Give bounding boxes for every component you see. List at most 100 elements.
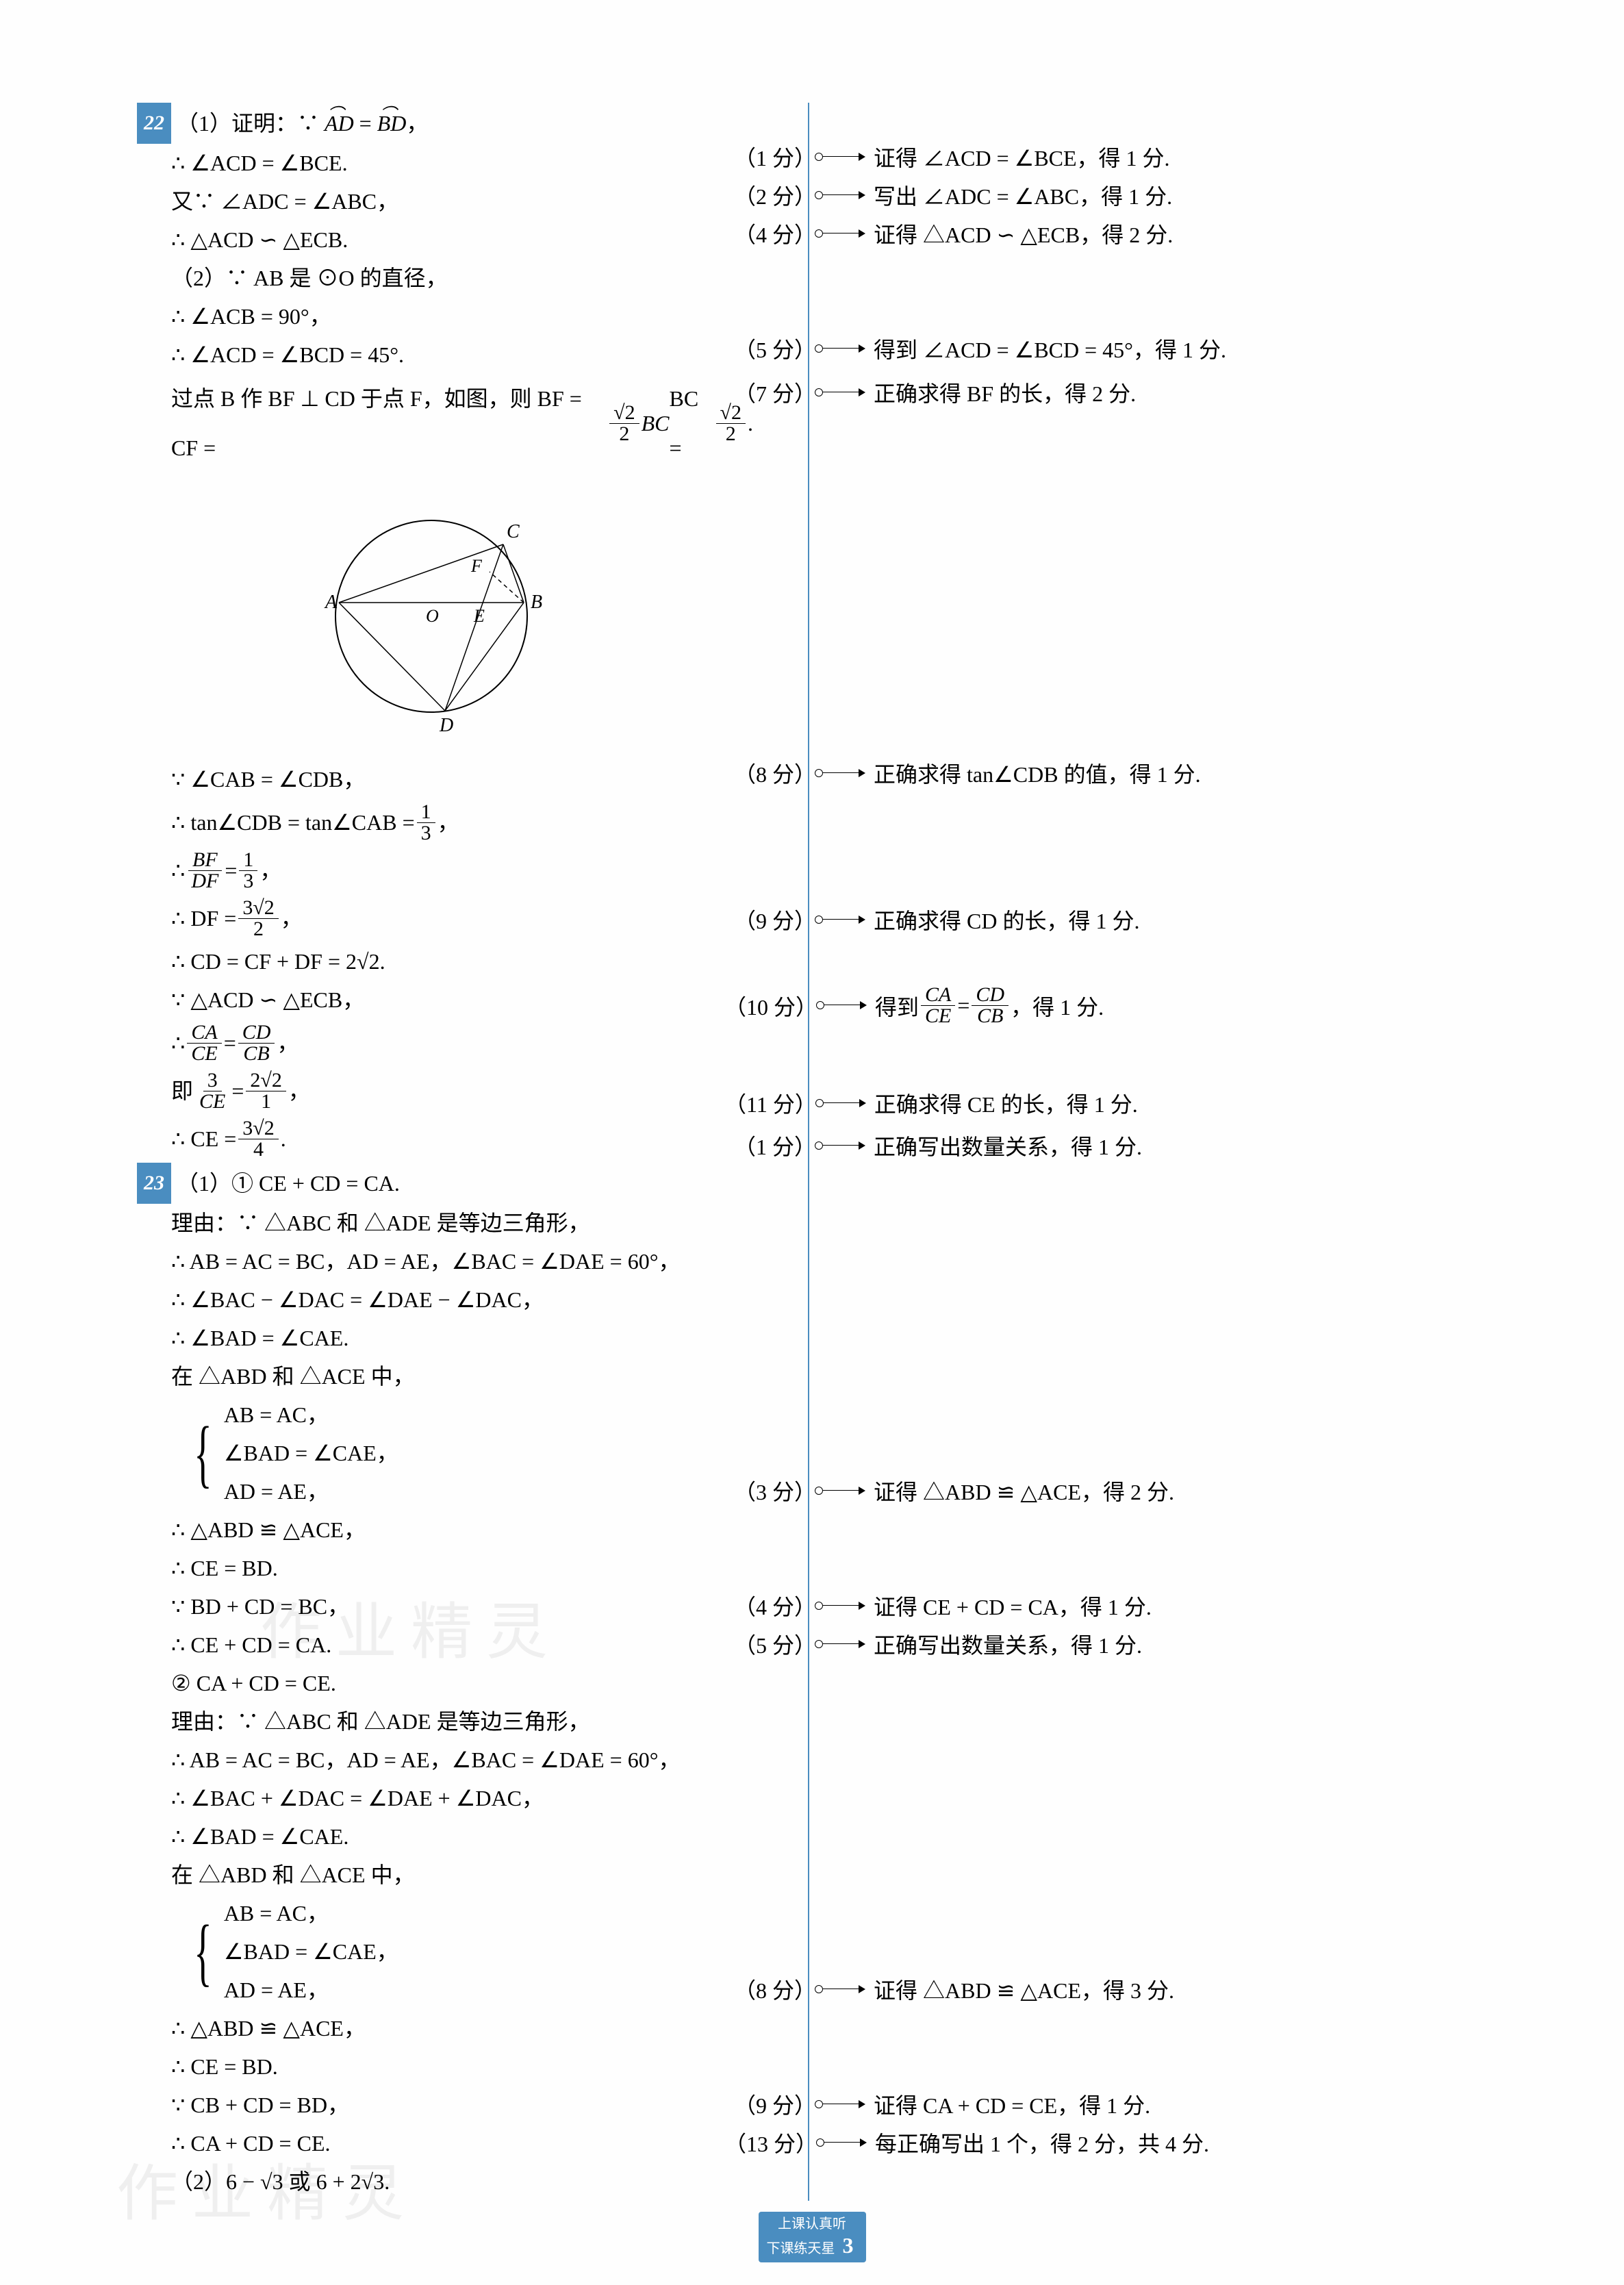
- q23-b3: AD = AE，: [224, 1472, 398, 1511]
- q23-l15: ∴ ∠BAD = ∠CAE.: [171, 1817, 753, 1856]
- q23-badge: 23: [137, 1163, 171, 1204]
- q23-b5: ∠BAD = ∠CAE，: [224, 1932, 398, 1971]
- txt: ，: [259, 846, 281, 894]
- q23-l8: ∴ CE = BD.: [171, 1549, 753, 1587]
- q23-l11: ② CA + CD = CE.: [171, 1664, 753, 1702]
- arrow-icon: [823, 348, 864, 350]
- annot-7: （9 分）正确求得 CD 的长，得 1 分.: [734, 904, 1139, 935]
- footer-page-number: 3: [843, 2233, 854, 2258]
- txt: 即: [171, 1067, 193, 1115]
- txt: ，: [288, 1067, 310, 1115]
- q23-b1: AB = AC，: [224, 1396, 398, 1434]
- q22-l7: ∴ ∠ACD = ∠BCD = 45°.: [171, 336, 753, 374]
- frac: 2√21: [246, 1070, 286, 1112]
- annot-2: （2 分）写出 ∠ADC = ∠ABC，得 1 分.: [734, 179, 1172, 211]
- q23-l3: ∴ AB = AC = BC，AD = AE，∠BAC = ∠DAE = 60°…: [171, 1242, 753, 1280]
- q23-l21: （2）6 − √3 或 6 + 2√3.: [171, 2162, 753, 2201]
- lbl-D: D: [439, 715, 453, 736]
- q23-l12: 理由：∵ △ABC 和 △ADE 是等边三角形，: [171, 1702, 753, 1741]
- annot-11: （3 分）证得 △ABD ≌ △ACE，得 2 分.: [734, 1475, 1174, 1506]
- page-footer: 上课认真听 下课练天星 3: [0, 2212, 1624, 2262]
- frac: 3√22: [238, 898, 278, 939]
- arrow-icon: [823, 1490, 864, 1492]
- annot-6: （8 分）正确求得 tan∠CDB 的值，得 1 分.: [734, 757, 1201, 789]
- frac: 3√24: [238, 1118, 278, 1160]
- txt: =: [231, 1067, 244, 1115]
- q23-l18: ∴ CE = BD.: [171, 2047, 753, 2086]
- q22-l8-pre: 过点 B 作 BF ⊥ CD 于点 F，如图，则 BF = CF =: [171, 374, 607, 472]
- brace-content: AB = AC， ∠BAD = ∠CAE， AD = AE，: [224, 1894, 398, 2009]
- columns: 22 （1）证明：∵ AD⌒ = BD⌒， ∴ ∠ACD = ∠BCE. 又∵ …: [137, 103, 1472, 2201]
- txt: ，: [437, 798, 459, 846]
- left-brace: {: [194, 1435, 212, 1472]
- q23-l19: ∵ CB + CD = BD，: [171, 2086, 753, 2124]
- txt: .: [281, 1115, 286, 1163]
- q23-b4: AB = AC，: [224, 1894, 398, 1932]
- brace-content: AB = AC， ∠BAD = ∠CAE， AD = AE，: [224, 1396, 398, 1511]
- frac: CACE: [921, 985, 955, 1026]
- txt: =: [224, 1019, 236, 1067]
- txt: ∴ tan∠CDB = tan∠CAB =: [171, 798, 415, 846]
- txt: ∴ CE =: [171, 1115, 236, 1163]
- q22-l3: 又∵ ∠ADC = ∠ABC，: [171, 182, 753, 220]
- q22-l15: ∴ CACE = CDCB ，: [171, 1019, 753, 1067]
- q23-l16: 在 △ABD 和 △ACE 中，: [171, 1856, 753, 1894]
- q22-l8: 过点 B 作 BF ⊥ CD 于点 F，如图，则 BF = CF = √22 B…: [171, 374, 753, 472]
- arrow-icon: [823, 1145, 864, 1147]
- left-brace: {: [194, 1933, 212, 1971]
- q22-l6: ∴ ∠ACB = 90°，: [171, 297, 753, 336]
- q23-l7: ∴ △ABD ≌ △ACE，: [171, 1511, 753, 1549]
- frac: CACE: [187, 1022, 221, 1064]
- annot-8: （10 分） 得到 CACE = CDCB ，得 1 分.: [724, 985, 1104, 1026]
- arrow-icon: [823, 2104, 864, 2106]
- txt: =: [225, 846, 237, 894]
- txt: ∴: [171, 846, 185, 894]
- arrow-icon: [824, 1005, 865, 1007]
- arrow-icon: [823, 392, 864, 394]
- frac: 13: [239, 850, 257, 892]
- q23-l4: ∴ ∠BAC − ∠DAC = ∠DAE − ∠DAC，: [171, 1280, 753, 1319]
- annot-9: （11 分）正确求得 CE 的长，得 1 分.: [724, 1087, 1138, 1119]
- q23-l1: 23 （1）① CE + CD = CA.: [137, 1163, 753, 1204]
- arrow-icon: [823, 919, 864, 921]
- frac: √22: [716, 403, 746, 444]
- q22-l16: 即 3CE = 2√21 ，: [171, 1067, 753, 1115]
- q22-l10: ∴ tan∠CDB = tan∠CAB = 13 ，: [171, 798, 753, 846]
- annot-16: （13 分）每正确写出 1 个，得 2 分，共 4 分.: [724, 2127, 1209, 2158]
- arrow-icon: [823, 1989, 864, 1991]
- q23-b2: ∠BAD = ∠CAE，: [224, 1434, 398, 1472]
- q22-l14: ∵ △ACD ∽ △ECB，: [171, 981, 753, 1019]
- q22-l9: ∵ ∠CAB = ∠CDB，: [171, 760, 753, 798]
- frac: CDCB: [238, 1022, 275, 1064]
- arrow-icon: [823, 156, 864, 158]
- left-column: 22 （1）证明：∵ AD⌒ = BD⌒， ∴ ∠ACD = ∠BCE. 又∵ …: [137, 103, 753, 2201]
- q22-diagram: A B C D E F O: [260, 486, 602, 746]
- txt: ，: [281, 894, 303, 942]
- circle-diagram-svg: A B C D E F O: [260, 486, 602, 746]
- lbl-C: C: [507, 521, 520, 542]
- q23-l5: ∴ ∠BAD = ∠CAE.: [171, 1319, 753, 1357]
- lbl-O: O: [426, 606, 439, 626]
- annot-12: （4 分）证得 CE + CD = CA，得 1 分.: [734, 1590, 1152, 1621]
- txt: ，: [277, 1019, 299, 1067]
- txt: ∴: [171, 1019, 185, 1067]
- q23-l6: 在 △ABD 和 △ACE 中，: [171, 1357, 753, 1396]
- frac: 13: [417, 802, 435, 844]
- annot-1: （1 分）证得 ∠ACD = ∠BCE，得 1 分.: [734, 141, 1170, 173]
- arrow-icon: [823, 772, 864, 774]
- frac: 3CE: [195, 1070, 229, 1112]
- frac: BFDF: [187, 850, 223, 892]
- txt: BC: [642, 399, 670, 448]
- q22-l13: ∴ CD = CF + DF = 2√2.: [171, 942, 753, 981]
- q23-l13: ∴ AB = AC = BC，AD = AE，∠BAC = ∠DAE = 60°…: [171, 1741, 753, 1779]
- txt: （1）① CE + CD = CA.: [177, 1164, 400, 1202]
- arrow-icon: [823, 1643, 864, 1645]
- q23-l9: ∵ BD + CD = BC，: [171, 1587, 753, 1626]
- arrow-icon: [823, 194, 864, 197]
- q22-l17: ∴ CE = 3√24 .: [171, 1115, 753, 1163]
- arrow-icon: [823, 1605, 864, 1607]
- q23-l17: ∴ △ABD ≌ △ACE，: [171, 2009, 753, 2047]
- question-23: 23 （1）① CE + CD = CA. 理由：∵ △ABC 和 △ADE 是…: [137, 1163, 753, 2201]
- arrow-icon: [824, 1102, 865, 1104]
- q22-badge: 22: [137, 103, 171, 144]
